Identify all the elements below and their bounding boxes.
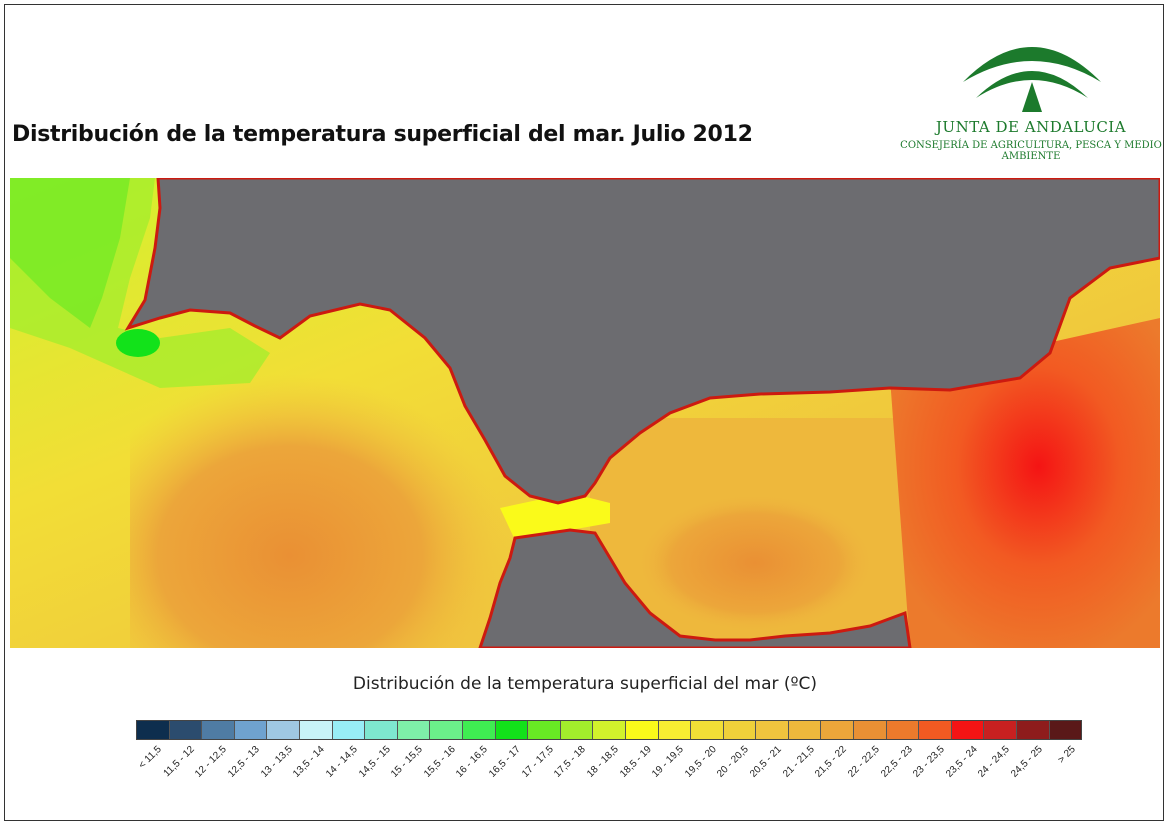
legend-swatch	[430, 721, 463, 739]
cool-coastal-plume-inner	[10, 178, 130, 328]
legend-class-label: 23,5 - 24	[943, 744, 980, 780]
legend-class-label: 13 - 13,5	[258, 744, 295, 780]
page-title: Distribución de la temperatura superfici…	[12, 122, 753, 147]
legend-class-label: 15,5 - 16	[421, 744, 458, 780]
figure-frame	[4, 4, 1164, 821]
logo-subtitle: CONSEJERÍA DE AGRICULTURA, PESCA Y MEDIO…	[900, 140, 1162, 162]
legend-class-label: 17 - 17,5	[519, 744, 556, 780]
legend-class-label: 17,5 - 18	[552, 744, 589, 780]
legend-swatch	[528, 721, 561, 739]
legend-swatch	[332, 721, 366, 739]
legend-swatch	[625, 721, 659, 739]
legend-class-label: 20,5 - 21	[748, 744, 784, 780]
legend-swatch	[299, 721, 333, 739]
legend-class-label: 21,5 - 22	[813, 744, 850, 780]
legend-swatch	[919, 721, 952, 739]
legend-class-label: 22,5 - 23	[878, 744, 915, 780]
legend-class-label: 14,5 - 15	[356, 744, 393, 780]
legend-class-label: 11,5 - 12	[161, 744, 197, 780]
legend-class-label: 16,5 - 17	[487, 744, 523, 780]
legend-swatch	[495, 721, 529, 739]
legend-class-label: 18,5 - 19	[617, 744, 654, 780]
legend-swatch	[169, 721, 203, 739]
legend-class-label: 14 - 14,5	[324, 744, 360, 780]
alboran-warm-core	[635, 493, 875, 633]
legend-swatch	[951, 721, 985, 739]
legend-swatch	[560, 721, 594, 739]
north-africa-land	[478, 528, 912, 648]
iberian-peninsula-land	[124, 178, 1160, 505]
legend-class-label: 18 - 18,5	[584, 744, 621, 780]
legend-swatch	[854, 721, 887, 739]
legend-class-label: 24,5 - 25	[1009, 744, 1045, 780]
legend-swatch	[984, 721, 1018, 739]
legend-color-bar	[136, 720, 1082, 740]
legend-swatch	[202, 721, 235, 739]
legend-swatch	[462, 721, 496, 739]
legend-swatch	[658, 721, 692, 739]
legend-class-label: < 11,5	[136, 744, 164, 772]
legend-class-label: 22 - 22,5	[845, 744, 882, 780]
legend-class-label: 12 - 12,5	[193, 744, 230, 780]
cold-upwelling-spot	[116, 329, 160, 357]
logo-name: JUNTA DE ANDALUCIA	[935, 118, 1127, 136]
legend-swatch	[234, 721, 268, 739]
legend-class-label: 24 - 24,5	[976, 744, 1013, 780]
legend-swatch	[756, 721, 789, 739]
legend-swatch	[886, 721, 920, 739]
legend-swatch	[821, 721, 855, 739]
legend-class-label: 21 - 21,5	[780, 744, 817, 780]
sea-temperature-map	[10, 178, 1160, 648]
legend-class-label: 13,5 - 14	[291, 744, 328, 780]
legend-swatch	[723, 721, 757, 739]
legend-swatch	[593, 721, 626, 739]
legend-swatch	[397, 721, 431, 739]
legend-class-label: 20 - 20,5	[715, 744, 752, 780]
legend-class-label: 23 - 23,5	[911, 744, 947, 780]
legend-class-label: 12,5 - 13	[226, 744, 262, 780]
logo-arcs-icon	[963, 47, 1101, 112]
legend-class-label: 19 - 19,5	[650, 744, 686, 780]
eastern-hot-region	[890, 318, 1160, 648]
legend-title: Distribución de la temperatura superfici…	[352, 674, 818, 694]
legend-swatch	[691, 721, 724, 739]
legend-class-label: 16 - 16,5	[454, 744, 491, 780]
legend-labels: < 11,5 11,5 - 12 12 - 12,5 12,5 - 13 13 - 13…	[136, 742, 1082, 812]
legend-swatch	[137, 721, 170, 739]
junta-de-andalucia-logo: JUNTA DE ANDALUCIA CONSEJERÍA DE AGRICUL…	[900, 30, 1162, 162]
legend-class-label: 15 - 15,5	[389, 744, 425, 780]
strait-yellow-water	[500, 493, 610, 540]
legend-swatch	[1049, 721, 1082, 739]
legend-swatch	[365, 721, 398, 739]
legend-class-label: 19,5 - 20	[682, 744, 719, 780]
legend-swatch	[788, 721, 822, 739]
legend-class-label: > 25	[1055, 744, 1078, 766]
legend-swatch	[1017, 721, 1050, 739]
legend-swatch	[267, 721, 300, 739]
